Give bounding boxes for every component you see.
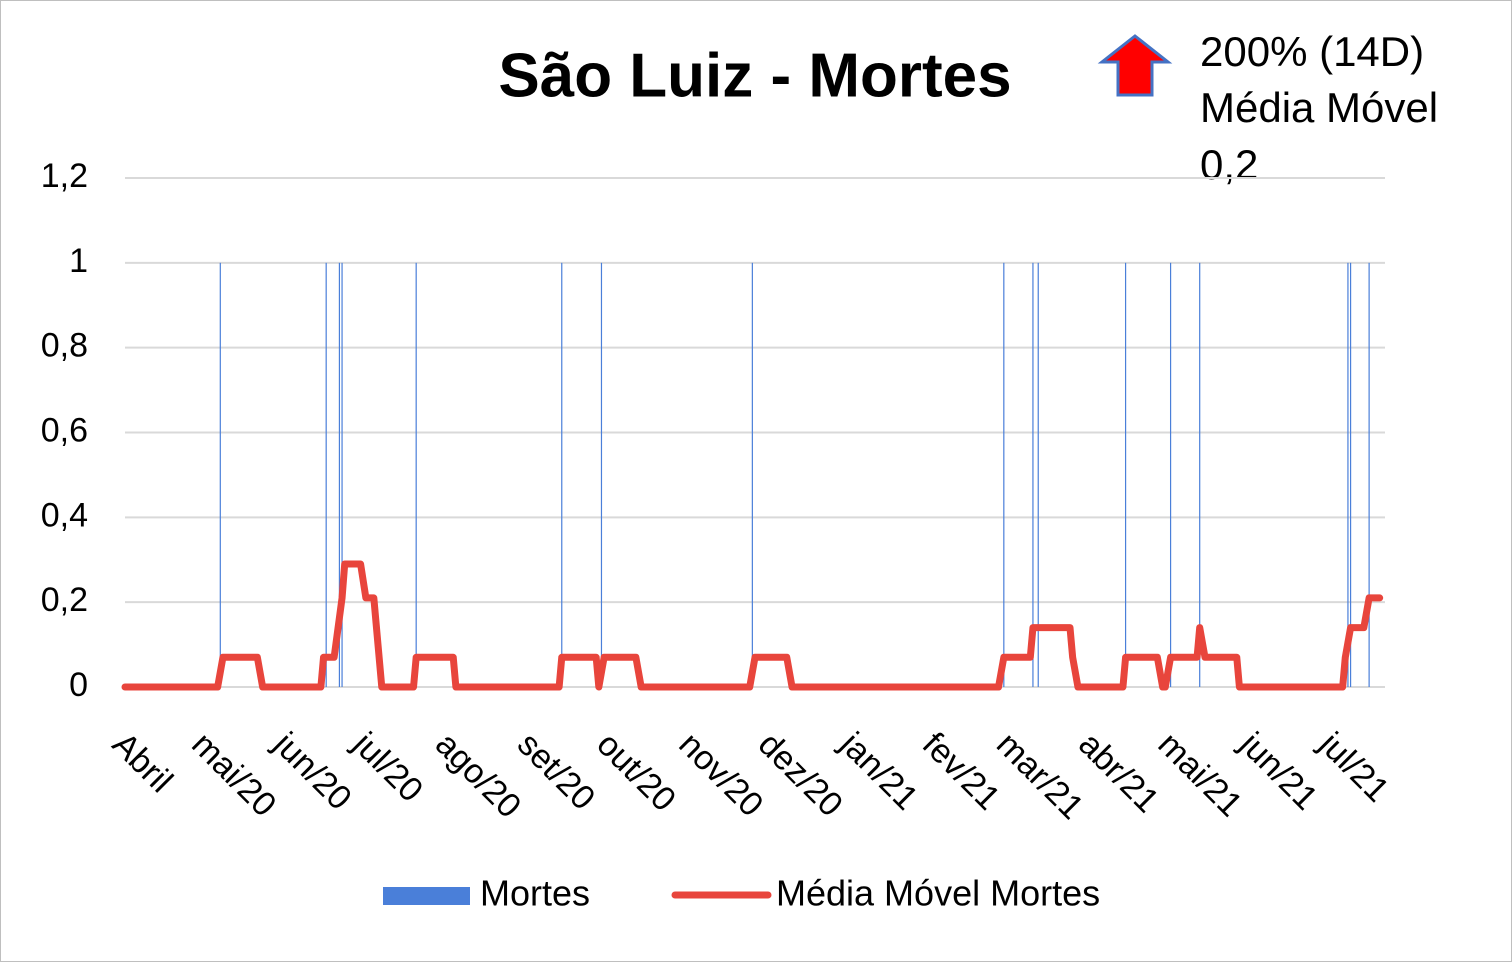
bar [1349, 262, 1352, 687]
bar [1037, 262, 1039, 687]
bar [415, 262, 417, 687]
y-tick-label: 0,2 [41, 581, 88, 619]
annotation: Média Móvel [1200, 84, 1438, 131]
bar [1368, 262, 1370, 687]
legend-label: Média Móvel Mortes [776, 873, 1100, 914]
y-tick-label: 0,8 [41, 327, 88, 365]
bar [219, 262, 221, 687]
legend-swatch [383, 887, 470, 905]
legend-label: Mortes [480, 873, 590, 914]
bar [1169, 262, 1172, 687]
bar [341, 262, 343, 687]
y-tick-label: 0 [69, 666, 88, 704]
bar [600, 262, 603, 687]
y-tick-label: 0,4 [41, 496, 88, 534]
chart-title: São Luiz - Mortes [498, 41, 1011, 110]
y-tick-label: 1 [69, 242, 88, 280]
y-tick-label: 0,6 [41, 411, 88, 449]
bar [1347, 262, 1349, 687]
trend-arrow [1097, 34, 1173, 97]
bar [338, 262, 341, 687]
annotation: 0,2 [1200, 141, 1258, 188]
bar [1032, 262, 1034, 687]
bar [325, 262, 327, 687]
line [121, 560, 1384, 691]
y-tick-label: 1,2 [41, 157, 88, 195]
bar [561, 262, 563, 687]
bar [1124, 262, 1127, 687]
bar [1199, 262, 1201, 687]
annotation: 200% (14D) [1200, 28, 1424, 75]
bar [1003, 262, 1005, 687]
bar [751, 262, 753, 687]
